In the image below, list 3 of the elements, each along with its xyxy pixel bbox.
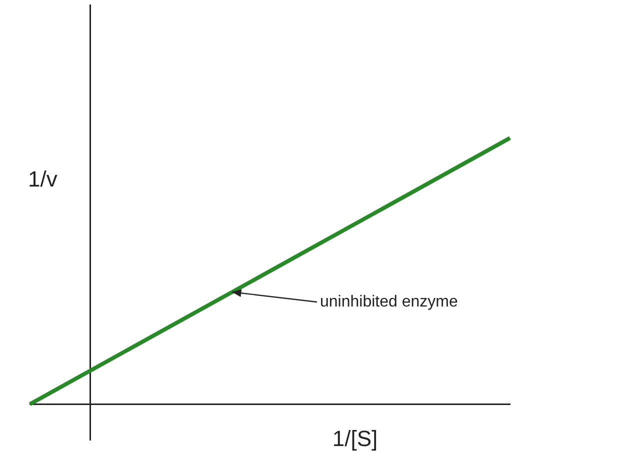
y-axis-title: 1/v xyxy=(28,166,58,192)
annotation: uninhibited enzyme xyxy=(320,293,458,310)
x-axis-title: 1/[S] xyxy=(332,426,378,452)
